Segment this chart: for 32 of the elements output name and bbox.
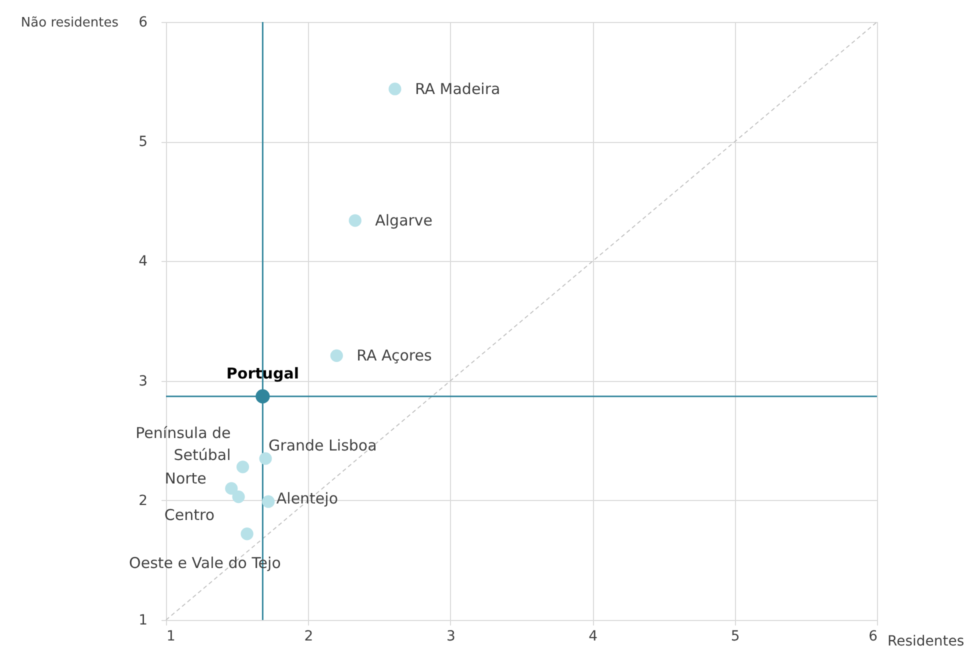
annotation: Algarve (375, 212, 433, 230)
point (240, 528, 254, 540)
point (256, 389, 270, 404)
y-tick-label: 2 (138, 492, 148, 509)
x-tick-label: 2 (304, 628, 314, 644)
point (225, 482, 238, 495)
x-tick-label: 3 (446, 628, 456, 644)
y-tick-label: 1 (138, 612, 148, 628)
annotation: RA Madeira (414, 80, 500, 98)
annotation: Península de Setúbal (136, 424, 231, 464)
x-tick-label: 1 (166, 628, 176, 644)
y-tick-label: 4 (138, 254, 148, 270)
y-tick-label: 5 (138, 134, 148, 150)
x-axis-title: Residentes (888, 634, 964, 650)
annotation: Alentejo (276, 490, 338, 508)
annotation: Grande Lisboa (268, 436, 377, 455)
annotation: Norte (164, 469, 206, 488)
x-tick-label: 4 (588, 628, 598, 644)
point (388, 82, 402, 96)
y-axis-title: Não residentes (20, 16, 119, 30)
x-tick-label: 5 (730, 628, 740, 644)
point (330, 349, 343, 362)
annotation: Centro (164, 506, 215, 524)
y-tick-label: 3 (138, 373, 148, 390)
point (259, 452, 272, 465)
annotation: RA Açores (356, 346, 432, 365)
point (232, 490, 245, 504)
point (262, 495, 275, 508)
point (236, 460, 250, 474)
x-tick-label: 6 (868, 628, 878, 644)
y-tick-label: 6 (138, 14, 148, 30)
point (348, 214, 362, 227)
